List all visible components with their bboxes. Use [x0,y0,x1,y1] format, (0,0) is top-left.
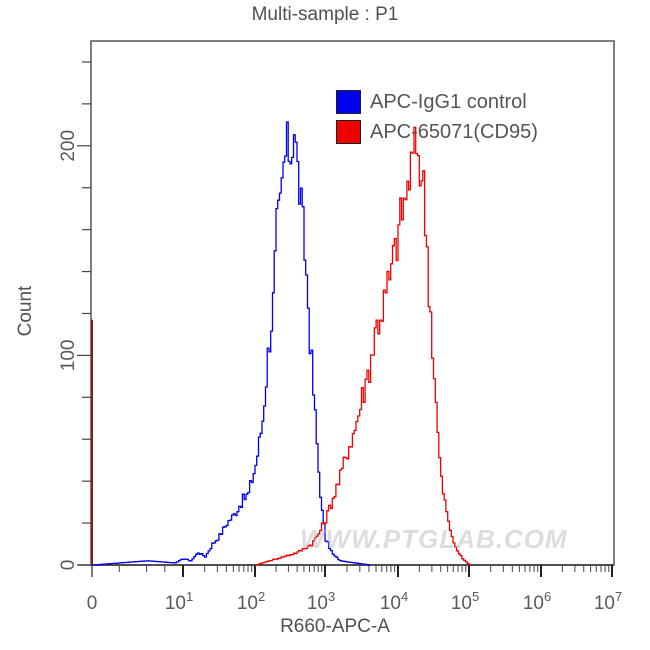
x-axis-label: R660-APC-A [280,616,390,637]
control-histogram [92,121,371,566]
legend-label: APC-65071(CD95) [370,120,538,143]
cd95-histogram [255,126,471,566]
axes: 0 100 200 0 101 102 103 104 105 106 107 [58,40,622,614]
x-tick-label: 101 [165,589,193,614]
x-tick-label: 103 [307,589,335,614]
histogram-curves [91,121,471,566]
y-tick-label: 200 [58,130,79,162]
y-tick-label: 100 [58,340,79,372]
x-tick-label: 106 [523,589,551,614]
y-tick-label: 0 [58,560,79,571]
legend-swatch-blue [336,90,361,114]
legend: APC-IgG1 control APC-65071(CD95) [336,87,538,147]
watermark: WWW.PTGLAB.COM [300,524,568,554]
x-tick-label: 0 [87,593,98,614]
legend-swatch-red [336,120,361,144]
legend-label: APC-IgG1 control [370,90,527,113]
x-tick-label: 107 [594,589,622,614]
chart-title: Multi-sample : P1 [251,4,399,25]
legend-item-control: APC-IgG1 control [336,87,538,117]
x-tick-label: 104 [380,589,408,614]
x-tick-label: 105 [451,589,479,614]
legend-item-cd95: APC-65071(CD95) [336,117,538,147]
x-tick-label: 102 [237,589,265,614]
